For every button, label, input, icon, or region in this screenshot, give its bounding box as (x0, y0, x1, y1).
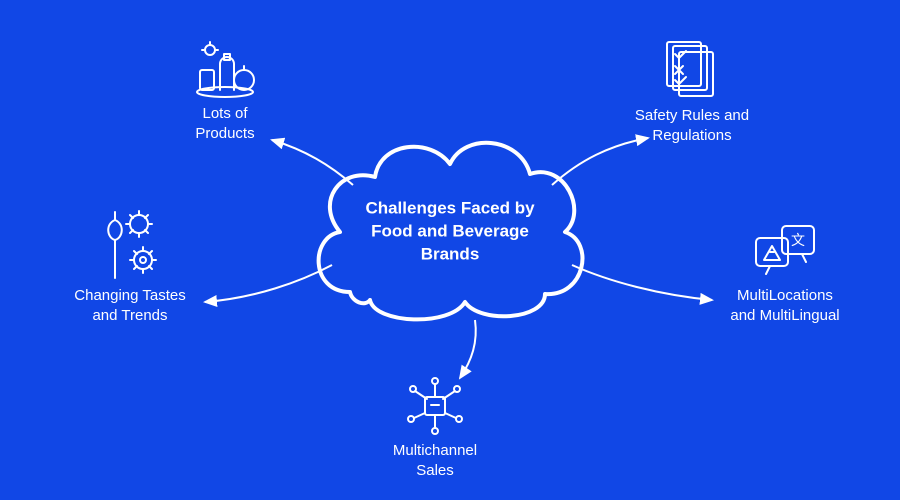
node-label-multiloc: MultiLocations and MultiLingual (710, 286, 860, 325)
multichan-icon (403, 375, 467, 435)
arrow-tastes (205, 265, 332, 302)
node-safety: Safety Rules and Regulations (617, 40, 767, 145)
diagram-canvas: Challenges Faced by Food and Beverage Br… (0, 0, 900, 500)
products-icon (150, 40, 300, 98)
arrow-multiloc (572, 265, 712, 300)
center-wrap: Challenges Faced by Food and Beverage Br… (320, 152, 580, 312)
safety-icon (659, 40, 725, 100)
center-title: Challenges Faced by Food and Beverage Br… (340, 198, 560, 267)
node-label-multichan: Multichannel Sales (360, 441, 510, 480)
tastes-icon (55, 210, 205, 280)
multichan-icon (360, 375, 510, 435)
node-label-safety: Safety Rules and Regulations (617, 106, 767, 145)
arrow-multichan (460, 320, 476, 378)
tastes-icon (97, 210, 163, 280)
multiloc-icon: 文 (710, 220, 860, 280)
node-label-products: Lots of Products (150, 104, 300, 143)
products-icon (190, 40, 260, 98)
node-products: Lots of Products (150, 40, 300, 143)
svg-text:文: 文 (791, 232, 805, 248)
node-tastes: Changing Tastes and Trends (55, 210, 205, 325)
node-label-tastes: Changing Tastes and Trends (55, 286, 205, 325)
node-multichan: Multichannel Sales (360, 375, 510, 480)
safety-icon (617, 40, 767, 100)
node-multiloc: 文 MultiLocations and MultiLingual (710, 220, 860, 325)
multiloc-icon: 文 (750, 220, 820, 280)
